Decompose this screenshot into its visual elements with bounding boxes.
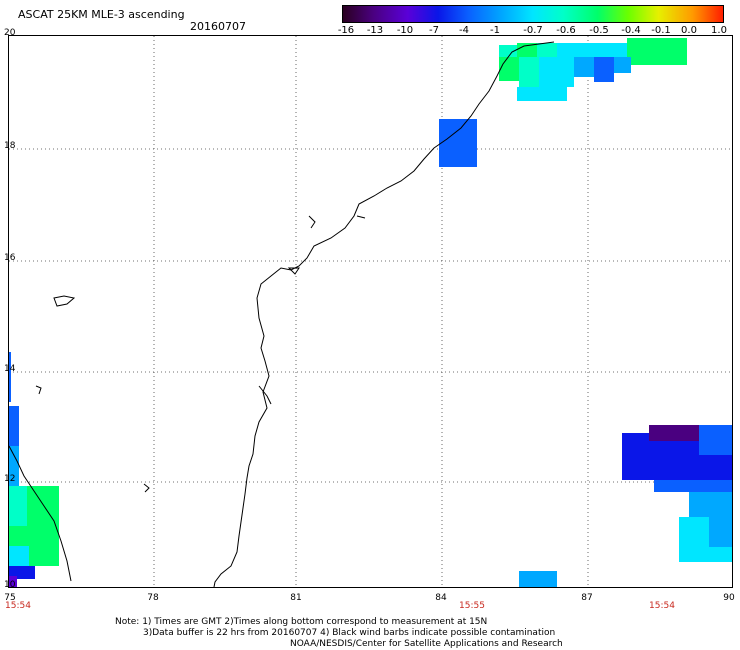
time-label: 15:54 xyxy=(649,601,675,611)
island-outline xyxy=(287,267,300,275)
scale-tick: -0.1 xyxy=(651,25,671,36)
y-axis-label: 10 xyxy=(4,580,16,590)
footnote-credit: NOAA/NESDIS/Center for Satellite Applica… xyxy=(290,639,563,649)
y-axis-label: 20 xyxy=(4,28,16,38)
delta-outline xyxy=(308,215,366,229)
sri-lanka-outline xyxy=(53,295,76,307)
scale-tick: -13 xyxy=(366,25,384,36)
scale-tick: 1.0 xyxy=(711,25,727,36)
wind-cells-northeast xyxy=(439,38,687,167)
y-axis-label: 16 xyxy=(4,253,16,263)
x-axis-label: 75 xyxy=(4,593,16,603)
grid-lines xyxy=(9,36,732,587)
scale-tick: -4 xyxy=(459,25,469,36)
x-axis-label: 84 xyxy=(435,593,447,603)
map-title: ASCAT 25KM MLE-3 ascending xyxy=(18,8,185,21)
x-axis-label: 90 xyxy=(723,593,735,603)
x-axis-label: 81 xyxy=(290,593,302,603)
scale-tick: -10 xyxy=(396,25,414,36)
west-coastline xyxy=(8,445,72,582)
scale-tick: -1 xyxy=(490,25,500,36)
scale-tick: -16 xyxy=(337,25,355,36)
footnote: Note: 1) Times are GMT 2)Times along bot… xyxy=(115,617,563,650)
color-scale-bar xyxy=(342,5,724,23)
scale-tick: -0.7 xyxy=(523,25,543,36)
y-axis-label: 12 xyxy=(4,474,16,484)
scale-tick: -0.5 xyxy=(589,25,609,36)
coast-detail-east xyxy=(35,385,272,493)
scale-tick: -0.4 xyxy=(621,25,641,36)
x-axis-label: 78 xyxy=(147,593,159,603)
color-scale-gradient xyxy=(343,6,723,22)
time-label: 15:55 xyxy=(459,601,485,611)
y-axis-label: 14 xyxy=(4,364,16,374)
wind-cells-west xyxy=(9,352,59,587)
scale-tick: 0.0 xyxy=(681,25,697,36)
x-axis-label: 87 xyxy=(581,593,593,603)
wind-cells-southeast xyxy=(519,425,732,587)
coastline xyxy=(213,41,555,588)
footnote-line: 3)Data buffer is 22 hrs from 20160707 4)… xyxy=(143,628,556,638)
map-date: 20160707 xyxy=(190,20,246,33)
scale-tick: -7 xyxy=(429,25,439,36)
scale-tick: -0.6 xyxy=(556,25,576,36)
map-canvas xyxy=(8,36,732,588)
map-frame xyxy=(8,35,733,588)
footnote-line: Note: 1) Times are GMT 2)Times along bot… xyxy=(115,617,488,627)
y-axis-label: 18 xyxy=(4,141,16,151)
time-label: 15:54 xyxy=(5,601,31,611)
